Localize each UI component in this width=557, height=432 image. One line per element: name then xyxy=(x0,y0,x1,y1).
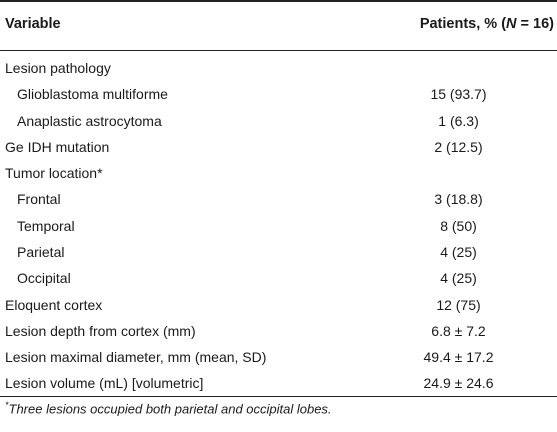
row-label: Ge IDH mutation xyxy=(5,139,110,155)
row-label: Lesion maximal diameter, mm (mean, SD) xyxy=(5,349,267,365)
table-footnote: *Three lesions occupied both parietal an… xyxy=(5,400,332,417)
row-label: Lesion pathology xyxy=(5,60,111,76)
row-value: 6.8 ± 7.2 xyxy=(431,323,486,339)
table-row: Ge IDH mutation 2 (12.5) xyxy=(0,133,557,161)
header-variable: Variable xyxy=(5,16,61,32)
row-label: Lesion depth from cortex (mm) xyxy=(5,323,196,339)
table-row: Frontal 3 (18.8) xyxy=(0,185,557,213)
row-value: 24.9 ± 24.6 xyxy=(423,375,494,391)
table-row: Parietal 4 (25) xyxy=(0,238,557,266)
row-value: 8 (50) xyxy=(440,218,477,234)
table-row: Temporal 8 (50) xyxy=(0,212,557,240)
row-label: Eloquent cortex xyxy=(5,297,103,313)
table-row: Eloquent cortex 12 (75) xyxy=(0,291,557,319)
header-patients: Patients, % (N = 16) xyxy=(419,16,554,32)
row-label: Temporal xyxy=(17,218,75,234)
table-header-rule xyxy=(0,50,557,51)
table-row: Lesion depth from cortex (mm) 6.8 ± 7.2 xyxy=(0,317,557,345)
table-row: Anaplastic astrocytoma 1 (6.3) xyxy=(0,107,557,135)
table-row: Occipital 4 (25) xyxy=(0,264,557,292)
table-row: Glioblastoma multiforme 15 (93.7) xyxy=(0,80,557,108)
row-label: Anaplastic astrocytoma xyxy=(17,113,162,129)
row-value: 3 (18.8) xyxy=(434,191,483,207)
row-label: Occipital xyxy=(17,270,71,286)
row-value: 1 (6.3) xyxy=(438,113,479,129)
row-value: 49.4 ± 17.2 xyxy=(423,349,494,365)
table-row: Lesion maximal diameter, mm (mean, SD) 4… xyxy=(0,343,557,371)
row-label: Parietal xyxy=(17,244,65,260)
row-label: Tumor location* xyxy=(5,165,103,181)
table-row: Tumor location* xyxy=(0,159,557,187)
table-row: Lesion pathology xyxy=(0,54,557,82)
row-value: 4 (25) xyxy=(440,244,477,260)
row-label: Frontal xyxy=(17,191,61,207)
table-row: Lesion volume (mL) [volumetric] 24.9 ± 2… xyxy=(0,369,557,397)
row-label: Lesion volume (mL) [volumetric] xyxy=(5,375,204,391)
table-header-row: Variable Patients, % (N = 16) xyxy=(0,4,557,44)
row-value: 2 (12.5) xyxy=(434,139,483,155)
row-label: Glioblastoma multiforme xyxy=(17,86,168,102)
row-value: 4 (25) xyxy=(440,270,477,286)
table-top-rule xyxy=(0,0,557,2)
row-value: 12 (75) xyxy=(436,297,481,313)
table-bottom-rule xyxy=(0,396,557,397)
row-value: 15 (93.7) xyxy=(430,86,487,102)
